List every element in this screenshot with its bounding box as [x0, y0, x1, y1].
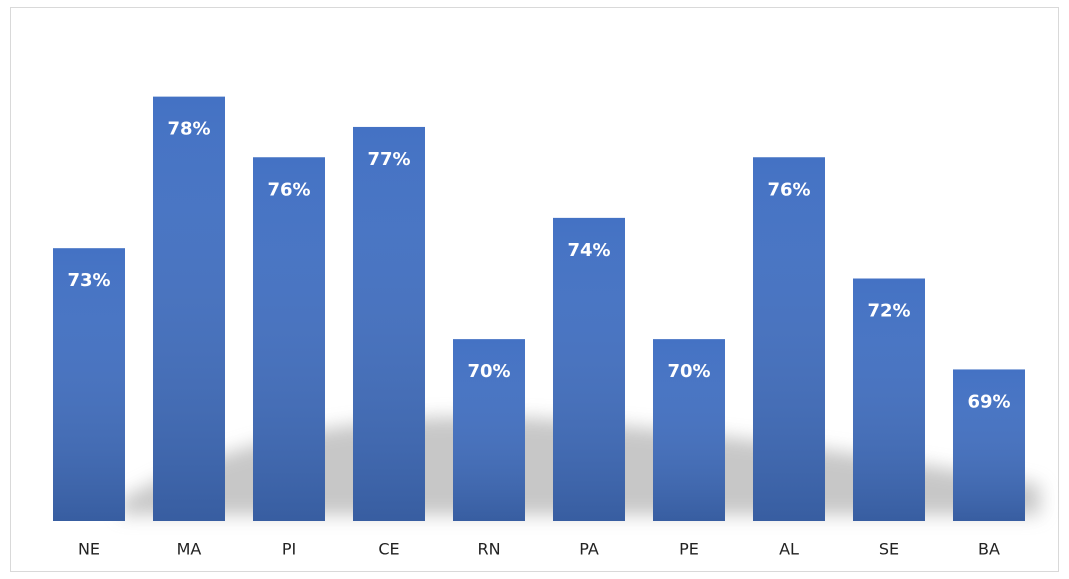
x-tick-label: PE — [679, 540, 699, 559]
data-label: 76% — [267, 179, 310, 200]
data-label: 70% — [667, 361, 710, 382]
data-label: 78% — [167, 119, 210, 140]
data-label: 77% — [367, 149, 410, 170]
x-tick-label: MA — [177, 540, 202, 559]
x-tick-label: CE — [378, 540, 399, 559]
data-label: 76% — [767, 179, 810, 200]
x-tick-label: PI — [282, 540, 296, 559]
bar-shade — [853, 278, 925, 521]
bar-shade — [653, 339, 725, 521]
data-label: 69% — [967, 391, 1010, 412]
bar-shade — [353, 126, 425, 521]
bar-shade — [253, 157, 325, 521]
bar-shade — [153, 96, 225, 521]
x-tick-label: BA — [978, 540, 1000, 559]
x-tick-label: NE — [78, 540, 100, 559]
bar-shade — [453, 339, 525, 521]
x-tick-label: RN — [477, 540, 500, 559]
data-label: 72% — [867, 301, 910, 322]
bar-shade — [553, 217, 625, 521]
bar-shade — [953, 369, 1025, 521]
data-label: 74% — [567, 240, 610, 261]
x-tick-label: PA — [579, 540, 599, 559]
data-label: 73% — [67, 270, 110, 291]
bar-shade — [753, 157, 825, 521]
data-label: 70% — [467, 361, 510, 382]
x-tick-label: SE — [879, 540, 899, 559]
x-tick-label: AL — [779, 540, 799, 559]
plot: NE 73% MA 78% PI 76% CE 77% RN 70% PA 74% PE 70% AL 76%… — [53, 96, 1025, 559]
bar-shade — [53, 248, 125, 521]
